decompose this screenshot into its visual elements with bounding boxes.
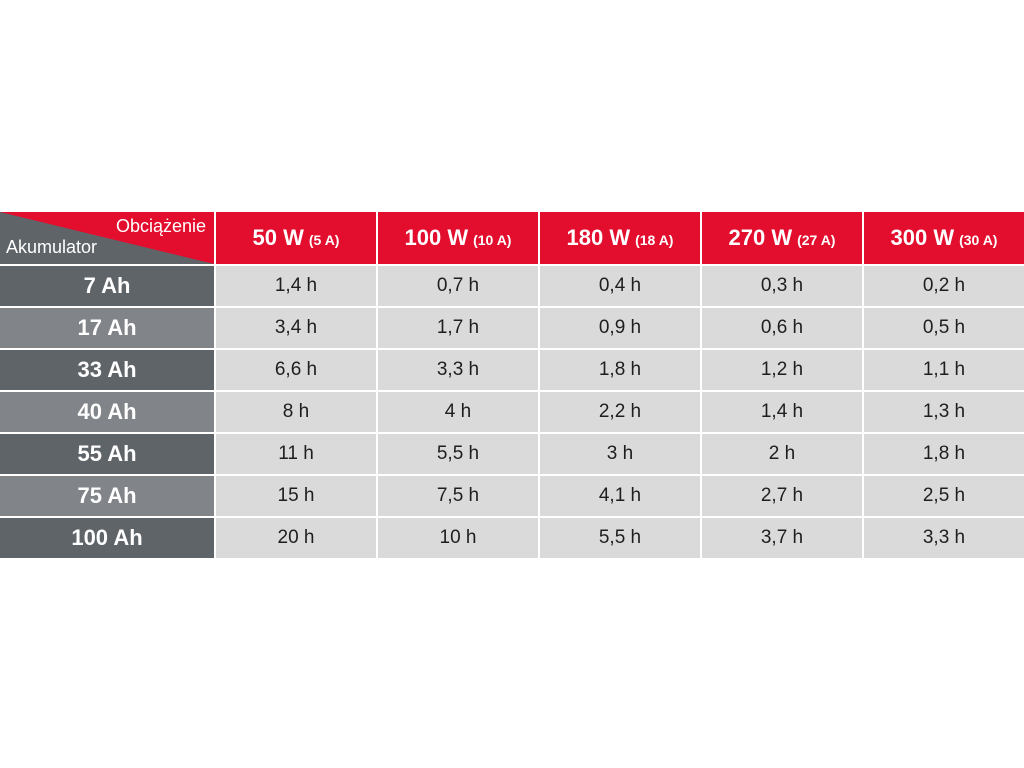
row-header: 75 Ah [0, 476, 214, 516]
column-header-amps: (18 A) [635, 232, 674, 248]
runtime-cell: 0,2 h [864, 266, 1024, 306]
runtime-cell: 5,5 h [540, 518, 700, 558]
battery-axis-label: Akumulator [6, 237, 98, 257]
runtime-cell: 4 h [378, 392, 538, 432]
runtime-cell: 15 h [216, 476, 376, 516]
column-header-amps: (30 A) [959, 232, 998, 248]
runtime-cell: 2,2 h [540, 392, 700, 432]
runtime-cell: 2,7 h [702, 476, 862, 516]
runtime-cell: 20 h [216, 518, 376, 558]
column-header-watts: 300 W [890, 225, 955, 250]
table-row: 7 Ah 1,4 h 0,7 h 0,4 h 0,3 h 0,2 h [0, 266, 1024, 306]
corner-diagonal-split [0, 212, 214, 264]
runtime-cell: 8 h [216, 392, 376, 432]
table-row: 75 Ah 15 h 7,5 h 4,1 h 2,7 h 2,5 h [0, 476, 1024, 516]
load-axis-label: Obciążenie [115, 216, 206, 236]
header-row: Obciążenie Akumulator 50 W (5 A) 100 W (… [0, 212, 1024, 264]
row-header: 7 Ah [0, 266, 214, 306]
runtime-cell: 3,4 h [216, 308, 376, 348]
row-header: 40 Ah [0, 392, 214, 432]
column-header-300w: 300 W (30 A) [864, 212, 1024, 264]
runtime-cell: 3 h [540, 434, 700, 474]
column-header-180w: 180 W (18 A) [540, 212, 700, 264]
column-header-watts: 100 W [404, 225, 469, 250]
column-header-100w: 100 W (10 A) [378, 212, 538, 264]
runtime-cell: 2,5 h [864, 476, 1024, 516]
column-header-amps: (10 A) [473, 232, 512, 248]
runtime-cell: 1,1 h [864, 350, 1024, 390]
runtime-cell: 10 h [378, 518, 538, 558]
column-header-watts: 270 W [728, 225, 793, 250]
runtime-cell: 0,3 h [702, 266, 862, 306]
table-row: 17 Ah 3,4 h 1,7 h 0,9 h 0,6 h 0,5 h [0, 308, 1024, 348]
row-header: 33 Ah [0, 350, 214, 390]
corner-cell: Obciążenie Akumulator [0, 212, 214, 264]
runtime-cell: 6,6 h [216, 350, 376, 390]
runtime-cell: 1,4 h [702, 392, 862, 432]
table-row: 100 Ah 20 h 10 h 5,5 h 3,7 h 3,3 h [0, 518, 1024, 558]
column-header-270w: 270 W (27 A) [702, 212, 862, 264]
runtime-cell: 1,8 h [864, 434, 1024, 474]
runtime-cell: 0,6 h [702, 308, 862, 348]
runtime-table: Obciążenie Akumulator 50 W (5 A) 100 W (… [0, 212, 1024, 558]
runtime-cell: 0,7 h [378, 266, 538, 306]
runtime-cell: 0,9 h [540, 308, 700, 348]
runtime-cell: 5,5 h [378, 434, 538, 474]
row-header: 100 Ah [0, 518, 214, 558]
runtime-cell: 11 h [216, 434, 376, 474]
runtime-cell: 2 h [702, 434, 862, 474]
runtime-cell: 3,7 h [702, 518, 862, 558]
runtime-cell: 7,5 h [378, 476, 538, 516]
runtime-cell: 0,5 h [864, 308, 1024, 348]
row-header: 17 Ah [0, 308, 214, 348]
column-header-amps: (27 A) [797, 232, 836, 248]
runtime-cell: 3,3 h [378, 350, 538, 390]
runtime-cell: 1,2 h [702, 350, 862, 390]
runtime-cell: 0,4 h [540, 266, 700, 306]
column-header-watts: 180 W [566, 225, 631, 250]
row-header: 55 Ah [0, 434, 214, 474]
column-header-watts: 50 W [252, 225, 304, 250]
runtime-cell: 1,3 h [864, 392, 1024, 432]
runtime-cell: 1,8 h [540, 350, 700, 390]
runtime-cell: 3,3 h [864, 518, 1024, 558]
column-header-50w: 50 W (5 A) [216, 212, 376, 264]
table-row: 33 Ah 6,6 h 3,3 h 1,8 h 1,2 h 1,1 h [0, 350, 1024, 390]
column-header-amps: (5 A) [308, 232, 340, 248]
runtime-cell: 1,4 h [216, 266, 376, 306]
runtime-cell: 1,7 h [378, 308, 538, 348]
runtime-cell: 4,1 h [540, 476, 700, 516]
